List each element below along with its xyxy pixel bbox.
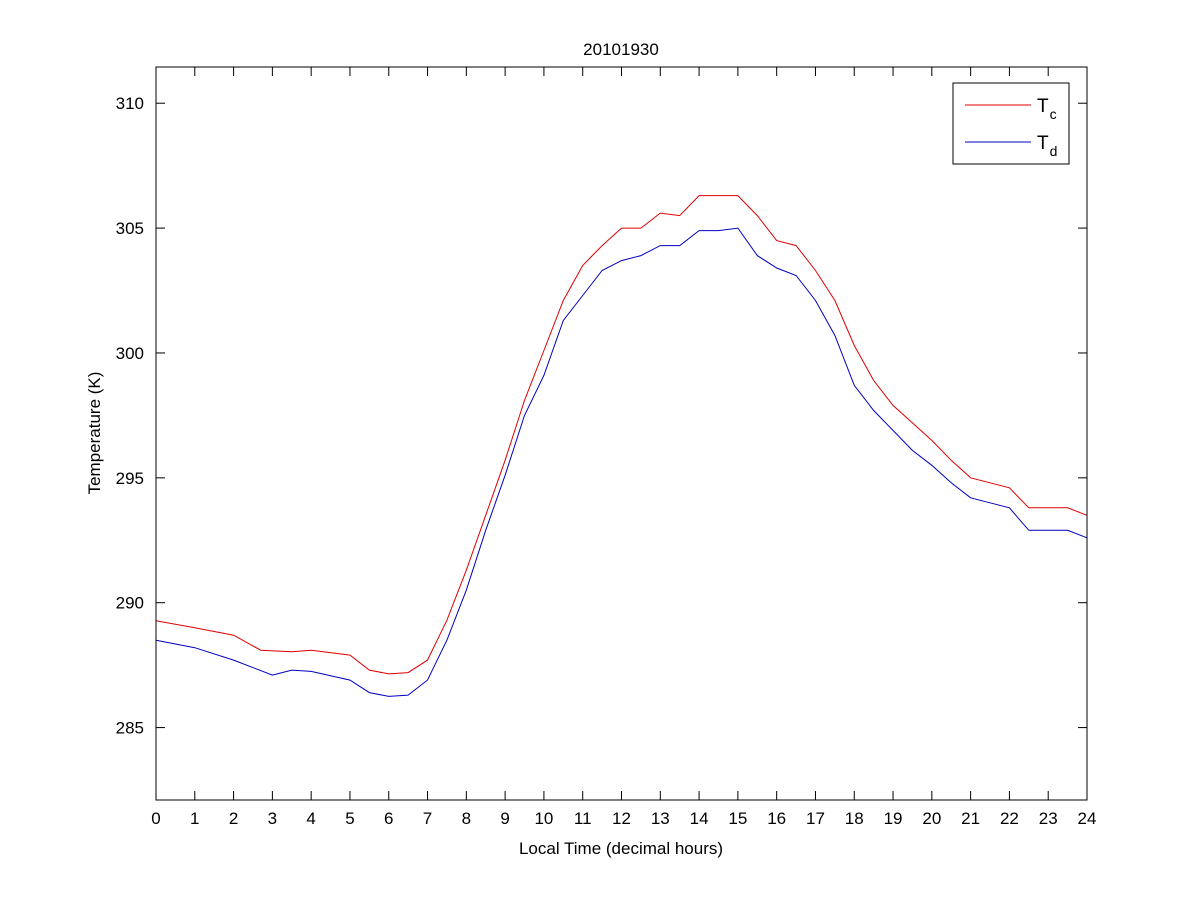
- y-tick-label: 285: [116, 719, 144, 738]
- x-tick-label: 16: [767, 809, 786, 828]
- x-tick-label: 6: [384, 809, 393, 828]
- x-tick-label: 15: [728, 809, 747, 828]
- x-tick-label: 10: [534, 809, 553, 828]
- x-tick-label: 13: [651, 809, 670, 828]
- series-line-tc: [155, 195, 1088, 675]
- x-tick-label: 2: [229, 809, 238, 828]
- y-tick-label: 295: [116, 469, 144, 488]
- y-tick-label: 300: [116, 344, 144, 363]
- x-tick-label: 5: [345, 809, 354, 828]
- x-tick-label: 24: [1078, 809, 1097, 828]
- y-tick-label: 310: [116, 94, 144, 113]
- x-tick-label: 14: [690, 809, 709, 828]
- x-tick-label: 19: [884, 809, 903, 828]
- legend-label-tc: Tc: [1037, 96, 1057, 122]
- x-tick-label: 7: [423, 809, 432, 828]
- x-tick-label: 23: [1039, 809, 1058, 828]
- x-tick-label: 17: [806, 809, 825, 828]
- x-tick-label: 21: [961, 809, 980, 828]
- legend-label-td: Td: [1037, 133, 1057, 159]
- x-axis-label: Local Time (decimal hours): [519, 839, 723, 858]
- x-tick-label: 9: [500, 809, 509, 828]
- y-tick-label: 305: [116, 219, 144, 238]
- x-tick-label: 1: [190, 809, 199, 828]
- series-line-td: [155, 227, 1088, 697]
- x-tick-label: 20: [922, 809, 941, 828]
- x-tick-label: 18: [845, 809, 864, 828]
- y-axis-label: Temperature (K): [85, 372, 104, 495]
- x-tick-label: 8: [462, 809, 471, 828]
- x-tick-label: 12: [612, 809, 631, 828]
- x-tick-label: 11: [574, 809, 592, 828]
- x-tick-label: 3: [268, 809, 277, 828]
- legend: Tc Td: [952, 82, 1070, 165]
- x-tick-label: 4: [306, 809, 315, 828]
- chart-title: 20101930: [583, 40, 659, 59]
- y-tick-label: 290: [116, 594, 144, 613]
- legend-box: [952, 82, 1070, 165]
- plot-frame: [155, 66, 1088, 801]
- x-tick-label: 0: [151, 809, 160, 828]
- x-tick-label: 22: [1000, 809, 1019, 828]
